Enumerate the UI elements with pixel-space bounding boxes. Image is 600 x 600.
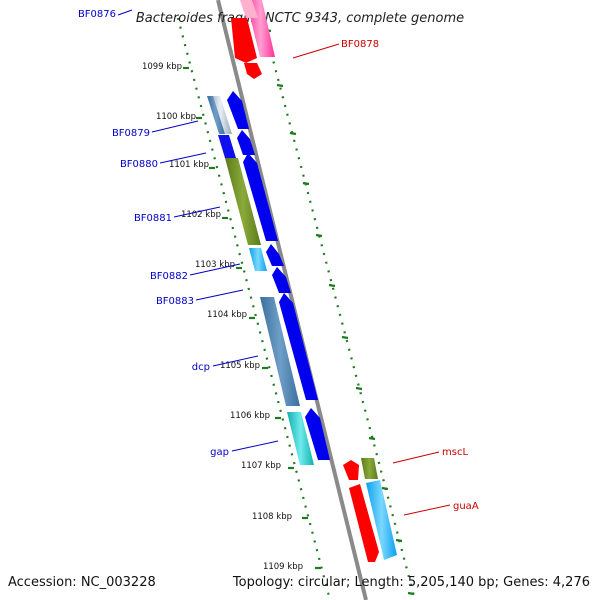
tick-label: 1101 kbp bbox=[169, 160, 209, 170]
cds-arrow[interactable] bbox=[272, 267, 291, 293]
label-connector bbox=[212, 355, 259, 367]
cds-arrow[interactable] bbox=[266, 244, 284, 266]
tick-label: 1107 kbp bbox=[241, 461, 281, 471]
label-connector bbox=[151, 120, 199, 133]
gene-feature-guaA-sky[interactable] bbox=[366, 480, 397, 560]
tick-label: 1099 kbp bbox=[142, 62, 182, 72]
cds-arrow[interactable] bbox=[237, 130, 255, 155]
ruler-line-right bbox=[260, 17, 417, 600]
cds-arrow[interactable] bbox=[279, 293, 318, 400]
gene-label-guaa[interactable]: guaA bbox=[453, 501, 479, 512]
gene-feature-sky[interactable] bbox=[249, 248, 267, 271]
left-gene-labels: BF0876 BF0879 BF0880 BF0881 BF0882 BF088… bbox=[78, 9, 279, 458]
ruler-major-ticks bbox=[264, 28, 415, 596]
label-connector bbox=[173, 206, 221, 218]
label-connector bbox=[117, 9, 133, 16]
label-connector bbox=[195, 289, 244, 301]
genome-backbone bbox=[216, 0, 368, 600]
gene-feature-guaA-red[interactable] bbox=[349, 484, 379, 562]
tick-label: 1108 kbp bbox=[252, 512, 292, 522]
gene-feature-olive[interactable] bbox=[225, 158, 261, 245]
tick-label: 1105 kbp bbox=[220, 361, 260, 371]
tick-label: 1109 kbp bbox=[263, 562, 303, 572]
ruler-line-left bbox=[176, 17, 332, 600]
gene-label-dcp[interactable]: dcp bbox=[192, 362, 210, 373]
topology-label: Topology: circular; Length: 5,205,140 bp… bbox=[232, 575, 590, 590]
cds-arrow[interactable] bbox=[243, 153, 278, 241]
label-connector bbox=[392, 451, 440, 464]
gene-label-gap[interactable]: gap bbox=[210, 447, 229, 458]
accession-label: Accession: NC_003228 bbox=[8, 575, 156, 590]
gene-feature-steel-dcp[interactable] bbox=[260, 297, 300, 406]
gene-feature-bf0880-blue[interactable] bbox=[218, 135, 236, 158]
gene-label-bf0876[interactable]: BF0876 bbox=[78, 9, 116, 20]
tick-label: 1102 kbp bbox=[181, 210, 221, 220]
red-cds-arrow[interactable] bbox=[231, 18, 257, 63]
right-gene-labels: BF0878 mscL guaA bbox=[292, 39, 479, 516]
tick-label: 1103 kbp bbox=[195, 260, 235, 270]
gene-label-bf0878[interactable]: BF0878 bbox=[341, 39, 379, 50]
gene-feature-lightpink[interactable] bbox=[240, 0, 258, 18]
map-title: Bacteroides fragilis NCTC 9343, complete… bbox=[136, 11, 464, 26]
cds-arrow[interactable] bbox=[227, 91, 249, 129]
tick-label: 1106 kbp bbox=[230, 411, 270, 421]
gene-feature-teal[interactable] bbox=[287, 412, 314, 465]
gene-label-bf0880[interactable]: BF0880 bbox=[120, 159, 158, 170]
tick-label: 1104 kbp bbox=[207, 310, 247, 320]
label-connector bbox=[231, 440, 279, 452]
label-connector bbox=[159, 152, 207, 164]
gene-feature-mscl-olive[interactable] bbox=[361, 458, 378, 479]
label-connector bbox=[292, 43, 340, 59]
gene-label-bf0882[interactable]: BF0882 bbox=[150, 271, 188, 282]
gene-feature-steel[interactable] bbox=[207, 96, 225, 134]
tick-label: 1100 kbp bbox=[156, 112, 196, 122]
left-features bbox=[207, 96, 314, 465]
gene-label-bf0881[interactable]: BF0881 bbox=[134, 213, 172, 224]
red-cds-arrow[interactable] bbox=[244, 63, 262, 79]
right-features bbox=[231, 0, 397, 562]
cds-arrow[interactable] bbox=[305, 408, 330, 460]
label-connector bbox=[403, 504, 451, 516]
gene-label-mscl[interactable]: mscL bbox=[442, 447, 468, 458]
label-connector bbox=[189, 263, 241, 276]
ruler-major-ticks-left bbox=[183, 66, 321, 570]
cds-arrows-left bbox=[227, 91, 330, 460]
gene-label-bf0883[interactable]: BF0883 bbox=[156, 296, 194, 307]
tick-labels: 1099 kbp 1100 kbp 1101 kbp 1102 kbp 1103… bbox=[142, 62, 303, 572]
gene-label-bf0879[interactable]: BF0879 bbox=[112, 128, 150, 139]
gene-feature-mscl-arrow[interactable] bbox=[343, 460, 359, 480]
